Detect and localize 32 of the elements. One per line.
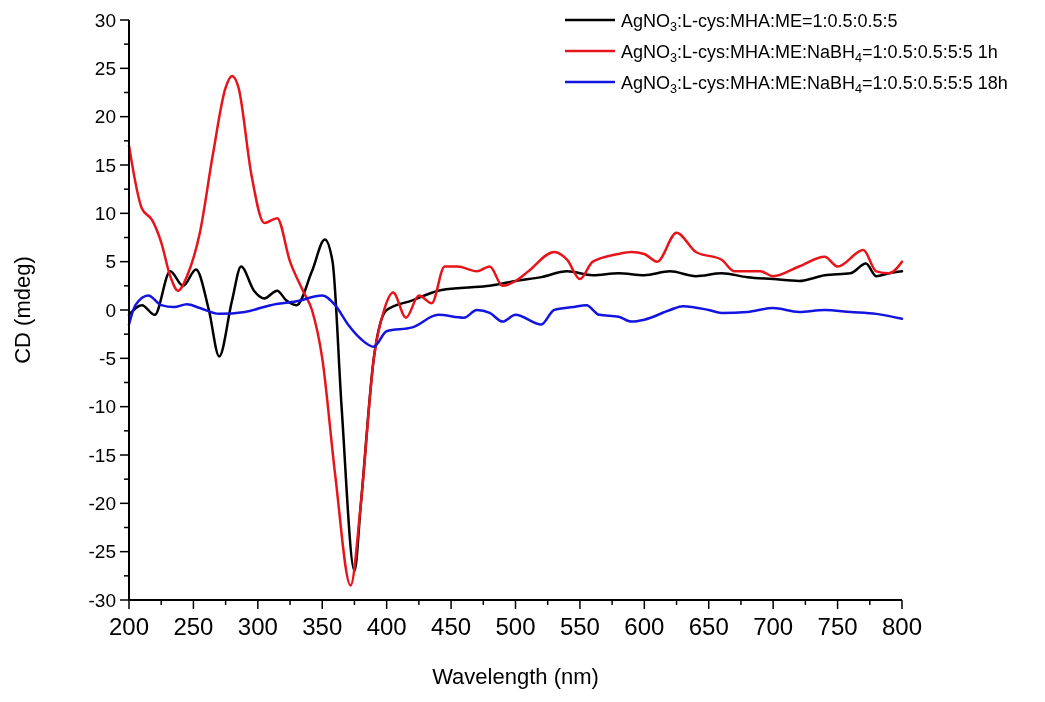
line-series [127,294,904,348]
x-tick-label: 600 [624,613,665,640]
legend-label: AgNO$_{3}$:L-cys:MHA:ME:NaBH$_{4}$=1:0.5:0.5:5:5 1h [621,42,998,65]
x-tick-label: 650 [688,613,729,640]
y-tick-label: 5 [105,251,116,273]
x-tick-label: 250 [173,613,214,640]
x-tick-label: 200 [108,613,150,640]
x-tick-label: 500 [495,613,536,640]
x-tick-label: 550 [559,613,600,640]
y-tick-label: 15 [94,154,116,176]
y-tick-label: 10 [94,202,116,224]
x-tick-label: 700 [753,613,794,640]
x-tick-label: 400 [366,613,407,640]
x-tick-label: 350 [302,613,343,640]
x-tick-label: 750 [817,613,858,640]
y-tick-label: 30 [94,9,116,31]
x-tick-label: 300 [237,613,278,640]
y-tick-label: -30 [88,589,116,611]
x-axis-title: Wavelength (nm) [432,664,599,689]
legend-label: AgNO$_{3}$:L-cys:MHA:ME=1:0.5:0.5:5 [621,11,898,34]
legend-label: AgNO$_{3}$:L-cys:MHA:ME:NaBH$_{4}$=1:0.5:0.5:5:5 18h [621,73,1008,96]
y-tick-label: -10 [88,396,116,418]
y-tick-label: 20 [94,106,116,128]
y-tick-label: -25 [88,541,116,563]
x-tick-label: 800 [881,613,923,640]
y-tick-label: -20 [88,492,116,514]
x-tick-label: 450 [431,613,472,640]
y-tick-label: 25 [94,57,116,79]
y-tick-label: -5 [99,347,116,369]
y-tick-label: 0 [105,299,116,321]
y-axis-title: CD (mdeg) [10,256,35,364]
y-tick-label: -15 [88,444,116,466]
